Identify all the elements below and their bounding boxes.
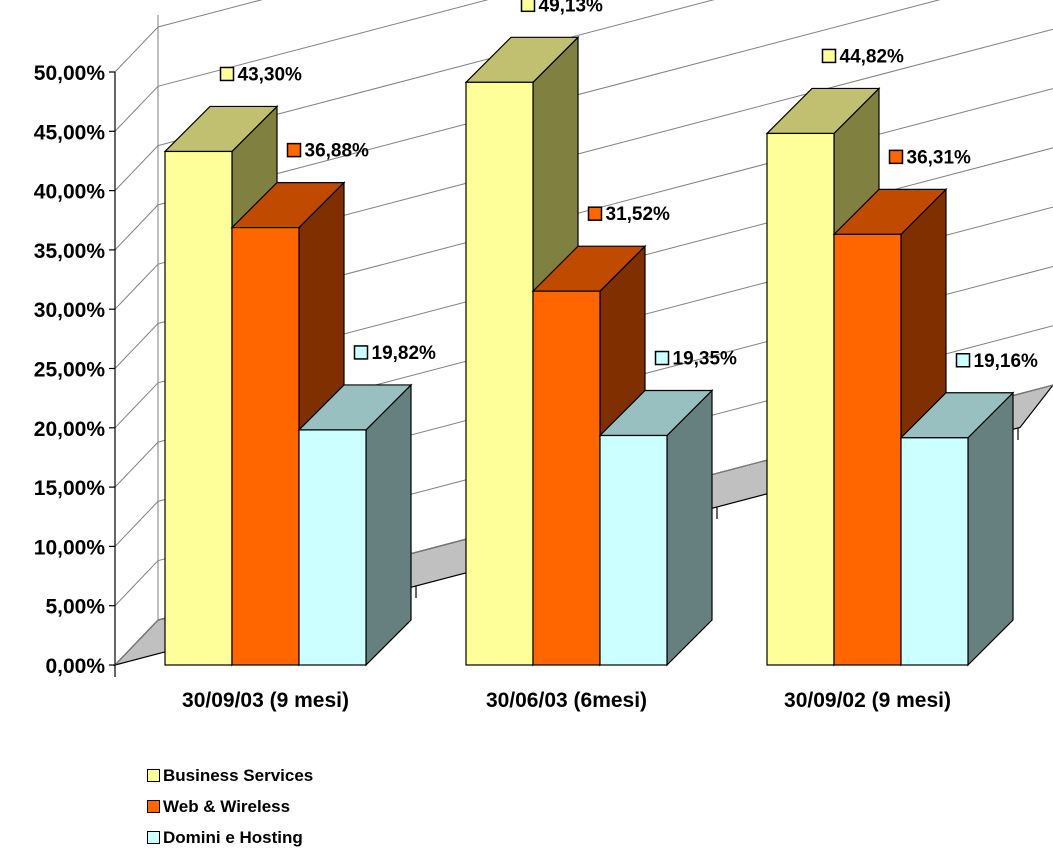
data-label-marker (286, 142, 302, 158)
gridline (157, 0, 263, 28)
data-label: 36,31% (907, 147, 972, 168)
data-label: 19,82% (372, 343, 437, 364)
gridline-side (114, 501, 159, 547)
bar-side (365, 383, 412, 667)
legend-item-business-services: Business Services (147, 760, 313, 791)
gridline-side (114, 619, 159, 666)
bar (599, 434, 668, 666)
bars (163, 35, 1015, 667)
legend-label-domini-hosting: Domini e Hosting (163, 827, 303, 847)
data-label-marker (654, 350, 670, 366)
data-label-marker (353, 345, 369, 360)
y-tick-label: 35,00% (34, 240, 106, 263)
gridline-side (114, 560, 159, 607)
legend-item-web-wireless: Web & Wireless (147, 791, 313, 822)
data-label: 36,88% (305, 141, 370, 162)
legend-swatch-business-services (147, 769, 160, 782)
data-label: 19,35% (673, 349, 738, 370)
data-label-marker (219, 66, 235, 82)
bar (900, 437, 969, 666)
data-label-marker (821, 48, 837, 64)
axes: 0,00% 5,00% 10,00% 15,00% 20,00% 25,00% 30,00%… (34, 62, 1019, 712)
gridline-side (114, 382, 159, 429)
y-tick-label: 10,00% (34, 536, 106, 559)
data-label-marker (587, 206, 603, 221)
gridline-side (114, 145, 159, 191)
legend-label-web-wireless: Web & Wireless (163, 796, 291, 816)
data-label: 44,82% (840, 46, 905, 67)
y-tick-label: 25,00% (34, 359, 106, 382)
bar (298, 429, 367, 666)
data-label-marker (955, 353, 971, 368)
bar-side (666, 389, 713, 667)
y-tick-label: 5,00% (45, 596, 105, 619)
y-tick-label: 50,00% (34, 62, 106, 85)
gridline (157, 0, 941, 206)
data-label: 31,52% (606, 204, 671, 225)
x-category-label: 30/09/03 (9 mesi) (182, 689, 349, 712)
bar (766, 132, 835, 666)
data-label: 43,30% (238, 64, 303, 85)
gridline-side (114, 263, 159, 310)
bar (465, 81, 534, 666)
y-tick-label: 20,00% (34, 418, 106, 441)
data-labels: 43,30% 36,88% 19,82% 49,13% 31,52% 19,35% 44,8… (219, 0, 1039, 372)
x-category-label: 30/06/03 (6mesi) (486, 689, 647, 712)
legend-item-domini-hosting: Domini e Hosting (147, 822, 313, 853)
data-label-marker (520, 0, 536, 13)
legend-label-business-services: Business Services (163, 765, 314, 785)
y-tick-label: 45,00% (34, 121, 106, 144)
y-tick-label: 15,00% (34, 477, 106, 500)
x-category-label: 30/09/02 (9 mesi) (784, 689, 951, 712)
legend-swatch-domini-hosting (147, 831, 160, 844)
gridline-side (114, 85, 159, 132)
gridline-side (114, 26, 159, 73)
gridline (157, 0, 489, 87)
gridline-side (114, 204, 159, 251)
data-label: 49,13% (539, 0, 604, 16)
y-tick-label: 30,00% (34, 299, 106, 322)
data-label-marker (888, 149, 904, 165)
y-tick-label: 40,00% (34, 181, 106, 204)
data-label: 19,16% (974, 351, 1039, 372)
gridline (157, 0, 715, 147)
bar (164, 150, 233, 666)
bar (532, 290, 601, 666)
bar (833, 233, 902, 666)
y-tick-label: 0,00% (45, 655, 105, 678)
gridline-side (114, 323, 159, 369)
bar (231, 227, 300, 666)
legend-swatch-web-wireless (147, 800, 160, 813)
bar-side (967, 391, 1014, 667)
legend: Business Services Web & Wireless Domini … (147, 760, 313, 853)
gridline-side (114, 441, 159, 488)
